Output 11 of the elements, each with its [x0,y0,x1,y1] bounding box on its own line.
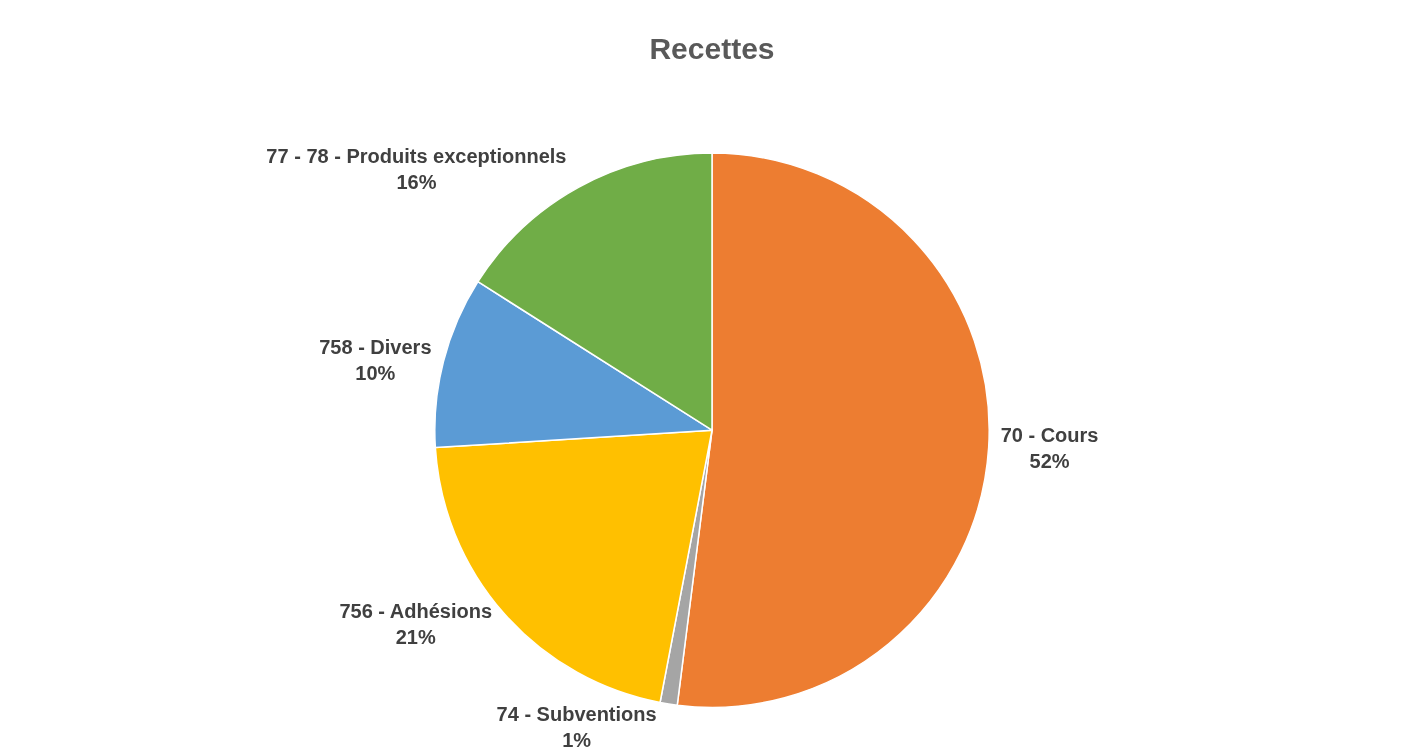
slice-label: 758 - Divers [319,335,432,358]
data-label: 16% [396,170,437,193]
slice-label: 70 - Cours [1000,423,1099,446]
data-label: 1% [562,729,592,752]
data-label: 52% [1029,449,1070,472]
slice-label: 756 - Adhésions [339,600,493,623]
slice-label: 77 - 78 - Produits exceptionnels [266,144,567,167]
data-label: 21% [395,626,436,649]
slice-label: 74 - Subventions [496,703,657,726]
chart-title: Recettes [649,31,775,65]
data-label: 10% [355,361,396,384]
